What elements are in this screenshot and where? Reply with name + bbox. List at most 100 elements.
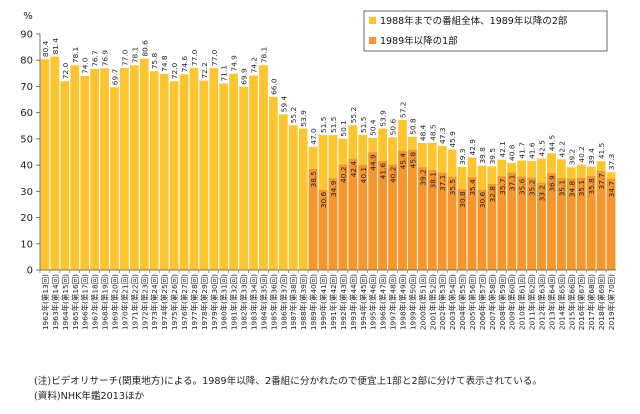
value-label-series-2-wrap: 40.2 [389, 167, 398, 183]
x-tick-label-wrap: 1975年(第26回) [170, 274, 179, 330]
x-tick-label-wrap: 1989年(第40回) [309, 274, 318, 330]
bar-series-2 [437, 172, 447, 270]
x-tick-label: 1971年(第22回) [130, 274, 139, 330]
value-label-series-1-wrap: 39.8 [478, 147, 487, 164]
value-label-series-1: 57.2 [398, 102, 407, 118]
x-tick-label-wrap: 1970年(第21回) [120, 274, 129, 330]
value-label-series-1: 76.7 [91, 50, 100, 67]
value-label-series-1-wrap: 42.5 [538, 140, 547, 157]
value-label-series-2-wrap: 35.7 [498, 178, 507, 195]
bar-series-2 [398, 150, 407, 270]
value-label-series-2: 35.7 [498, 178, 507, 195]
bar-series-1 [259, 65, 268, 271]
x-tick-label-wrap: 1998年(第49回) [398, 274, 407, 330]
x-tick-label-wrap: 2018年(第69回) [597, 274, 606, 330]
bar-series-1 [50, 56, 60, 270]
value-label-series-1: 51.5 [359, 116, 368, 133]
bar-series-2 [417, 167, 427, 270]
x-tick-label-wrap: 2016年(第67回) [577, 274, 586, 330]
value-label-series-1-wrap: 74.6 [180, 56, 189, 73]
x-tick-label: 1964年(第15回) [61, 274, 70, 330]
value-label-series-1: 44.5 [547, 135, 556, 152]
value-label-series-1-wrap: 50.1 [339, 120, 348, 137]
value-label-series-1-wrap: 75.8 [150, 52, 159, 69]
value-label-series-1-wrap: 78.1 [71, 46, 80, 63]
x-tick-label: 1967年(第18回) [91, 274, 100, 330]
value-label-series-1-wrap: 72.2 [200, 62, 209, 78]
x-tick-label: 2009年(第60回) [508, 274, 517, 330]
x-tick-label: 1992年(第43回) [339, 274, 348, 330]
value-label-series-1: 40.2 [577, 146, 586, 162]
x-tick-label: 1962年(第13回) [41, 274, 50, 330]
value-label-series-1-wrap: 47.3 [438, 127, 447, 144]
x-tick-label-wrap: 1980年(第31回) [220, 274, 229, 330]
value-label-series-1: 71.1 [220, 65, 229, 82]
y-tick-label: 80 [20, 56, 33, 67]
value-labels-layer: 80.4 81.472.078.174.0 76.7 76.969.777.0 78.1… [41, 38, 616, 208]
value-label-series-1: 42.2 [557, 141, 566, 157]
value-label-series-2: 32.8 [488, 186, 497, 203]
x-tick-label-wrap: 2019年(第70回) [607, 274, 616, 330]
bar-series-1 [110, 87, 119, 270]
value-label-series-1: 80.4 [41, 40, 50, 57]
bar-series-1 [40, 59, 50, 270]
value-label-series-2-wrap: 35.5 [448, 179, 457, 196]
x-tick-label: 1977年(第28回) [190, 274, 199, 330]
bar-series-1 [129, 65, 139, 271]
value-label-series-1: 50.4 [369, 119, 378, 136]
value-label-series-1: 72.0 [170, 62, 179, 79]
value-label-series-2: 41.6 [379, 163, 388, 180]
x-tick-label-wrap: 2009年(第60回) [508, 274, 517, 330]
value-label-series-2-wrap: 33.2 [538, 185, 547, 201]
value-label-series-1-wrap: 40.2 [577, 146, 586, 162]
x-tick-label: 1998年(第49回) [398, 274, 407, 330]
x-tick-label: 2015年(第66回) [567, 274, 576, 330]
x-tick-label-wrap: 2003年(第54回) [448, 274, 457, 330]
y-tick-label: 90 [20, 30, 33, 41]
x-tick-label-wrap: 2004年(第55回) [458, 274, 467, 330]
value-label-series-2-wrap: 36.9 [547, 175, 556, 192]
bar-series-1 [159, 73, 169, 270]
x-tick-label: 2016年(第67回) [577, 274, 586, 330]
value-label-series-1: 77.0 [210, 49, 219, 66]
bar-series-1 [209, 68, 219, 270]
x-tick-label: 1975年(第26回) [170, 274, 179, 330]
value-label-series-1-wrap: 39.5 [488, 148, 497, 165]
bar-series-2 [517, 176, 527, 270]
bar-series-1 [288, 125, 298, 271]
value-label-series-1-wrap: 76.9 [101, 50, 110, 67]
bar-series-2 [338, 164, 348, 270]
x-tick-label: 1973年(第24回) [150, 274, 159, 330]
x-tick-label: 2011年(第62回) [528, 274, 537, 330]
bar-series-2 [537, 182, 546, 270]
x-tick-label: 1984年(第35回) [259, 274, 268, 330]
bar-series-2 [576, 177, 586, 270]
x-tick-label: 1989年(第40回) [309, 274, 318, 330]
bar-series-2 [408, 149, 417, 270]
value-label-series-2-wrap: 38.5 [309, 171, 318, 188]
value-label-series-2: 34.7 [607, 181, 616, 198]
x-tick-label-wrap: 2008年(第59回) [498, 274, 507, 330]
bar-series-1 [298, 128, 308, 270]
value-label-series-1-wrap: 55.2 [349, 107, 358, 123]
value-label-series-1: 74.9 [230, 55, 239, 72]
bar-series-2 [596, 171, 606, 270]
x-tick-label: 1976年(第27回) [180, 274, 189, 330]
value-label-series-2: 45.8 [408, 152, 417, 169]
value-label-series-1: 75.8 [150, 52, 159, 69]
value-label-series-1: 41.7 [518, 142, 527, 159]
x-tick-label-wrap: 2005年(第56回) [468, 274, 477, 330]
value-label-series-1: 45.9 [448, 131, 457, 148]
x-tick-label: 1979年(第30回) [210, 274, 219, 330]
bar-series-1 [149, 71, 159, 270]
value-label-series-1: 51.5 [319, 116, 328, 133]
bar-series-1 [70, 65, 80, 271]
bar-series-2 [547, 173, 556, 270]
bar-series-2 [368, 152, 378, 270]
value-label-series-1-wrap: 77.0 [120, 49, 129, 66]
value-label-series-2: 34.8 [567, 180, 576, 197]
value-label-series-2: 35.6 [518, 178, 527, 195]
value-label-series-1-wrap: 39.2 [567, 149, 576, 165]
value-label-series-1: 76.9 [101, 50, 110, 67]
